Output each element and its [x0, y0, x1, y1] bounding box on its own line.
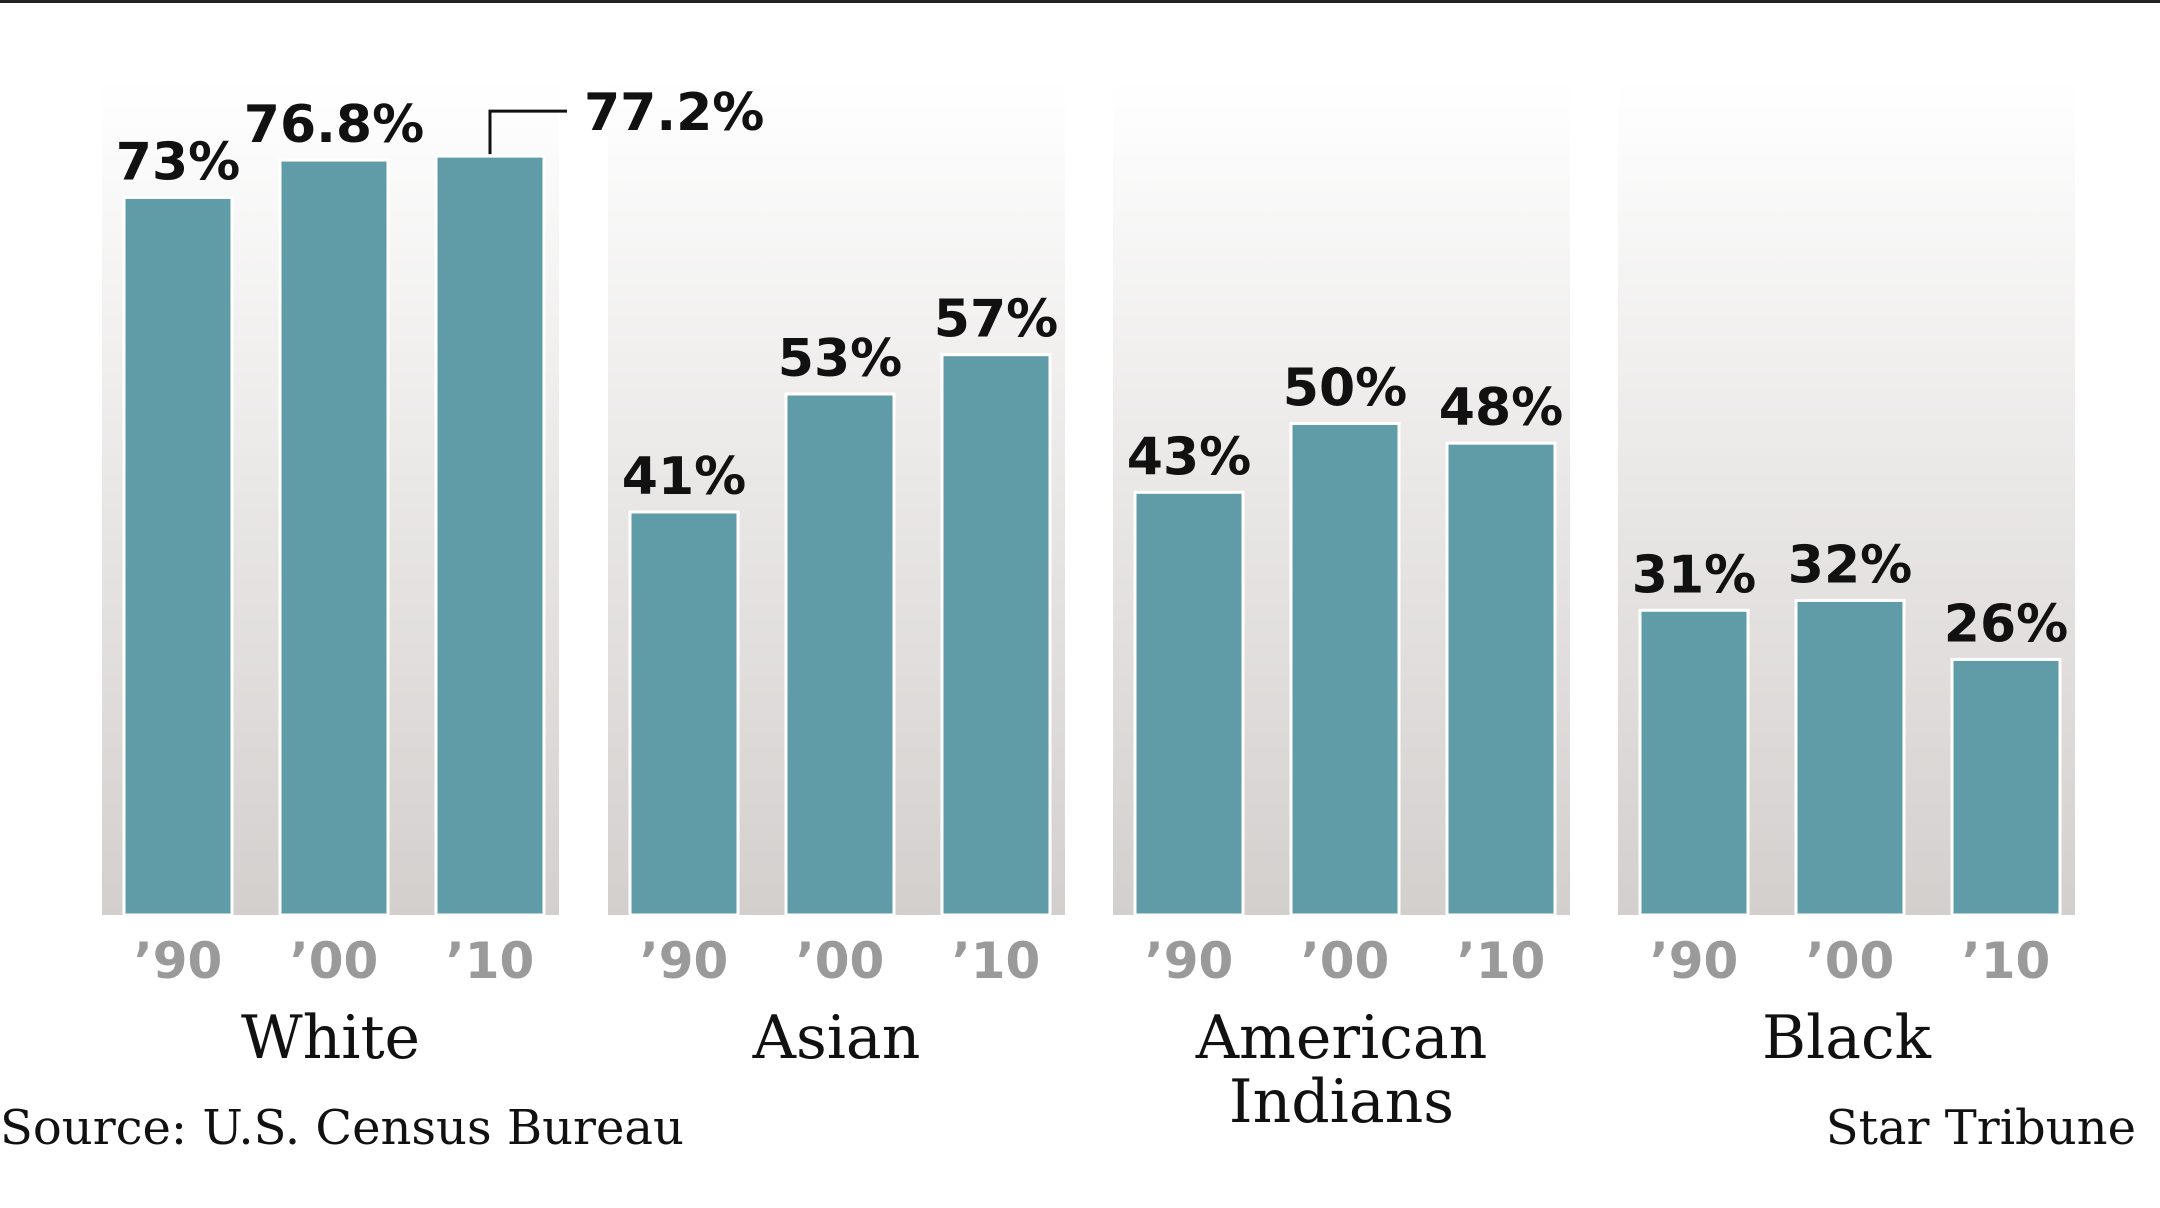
- tick-label-american-indians-2: ’10: [1457, 932, 1546, 990]
- bar-american-indians-0: [1133, 490, 1245, 917]
- bar-white-2: [434, 154, 546, 917]
- callout-line: [488, 109, 567, 155]
- top-rule: [0, 0, 2160, 3]
- value-label-black-2: 26%: [1944, 594, 2068, 654]
- tick-label-asian-0: ’90: [640, 932, 729, 990]
- tick-label-american-indians-0: ’90: [1145, 932, 1234, 990]
- bar-white-1: [278, 158, 390, 917]
- bar-asian-2: [940, 353, 1052, 917]
- value-label-asian-2: 57%: [934, 290, 1058, 350]
- value-label-american-indians-1: 50%: [1283, 359, 1407, 419]
- value-label-white-2: 77.2%: [584, 83, 764, 143]
- group-label-black: Black: [1762, 1003, 1932, 1073]
- source-note: Source: U.S. Census Bureau: [0, 1100, 684, 1156]
- bar-american-indians-1: [1289, 422, 1401, 917]
- bar-american-indians-2: [1445, 441, 1557, 917]
- value-label-black-1: 32%: [1788, 535, 1912, 595]
- tick-label-asian-1: ’00: [796, 932, 885, 990]
- tick-label-white-0: ’90: [134, 932, 223, 990]
- tick-label-white-2: ’10: [446, 932, 535, 990]
- value-label-white-1: 76.8%: [244, 95, 424, 155]
- value-label-white-0: 73%: [116, 132, 240, 192]
- bar-black-0: [1638, 608, 1750, 917]
- value-label-black-0: 31%: [1632, 545, 1756, 605]
- tick-label-black-0: ’90: [1650, 932, 1739, 990]
- group-label-american-indians: American Indians: [1195, 1003, 1488, 1137]
- tick-label-black-2: ’10: [1962, 932, 2051, 990]
- bar-black-2: [1950, 657, 2062, 917]
- bar-asian-1: [784, 392, 896, 917]
- bar-asian-0: [628, 510, 740, 917]
- tick-label-white-1: ’00: [290, 932, 379, 990]
- value-label-asian-1: 53%: [778, 329, 902, 389]
- tick-label-black-1: ’00: [1806, 932, 1895, 990]
- value-label-american-indians-2: 48%: [1439, 378, 1563, 438]
- bar-black-1: [1794, 598, 1906, 917]
- group-label-white: White: [241, 1003, 420, 1073]
- credit-note: Star Tribune: [1825, 1100, 2136, 1156]
- bar-white-0: [122, 195, 234, 917]
- value-label-asian-0: 41%: [622, 447, 746, 507]
- group-label-asian: Asian: [752, 1003, 921, 1073]
- tick-label-asian-2: ’10: [952, 932, 1041, 990]
- value-label-american-indians-0: 43%: [1127, 427, 1251, 487]
- tick-label-american-indians-1: ’00: [1301, 932, 1390, 990]
